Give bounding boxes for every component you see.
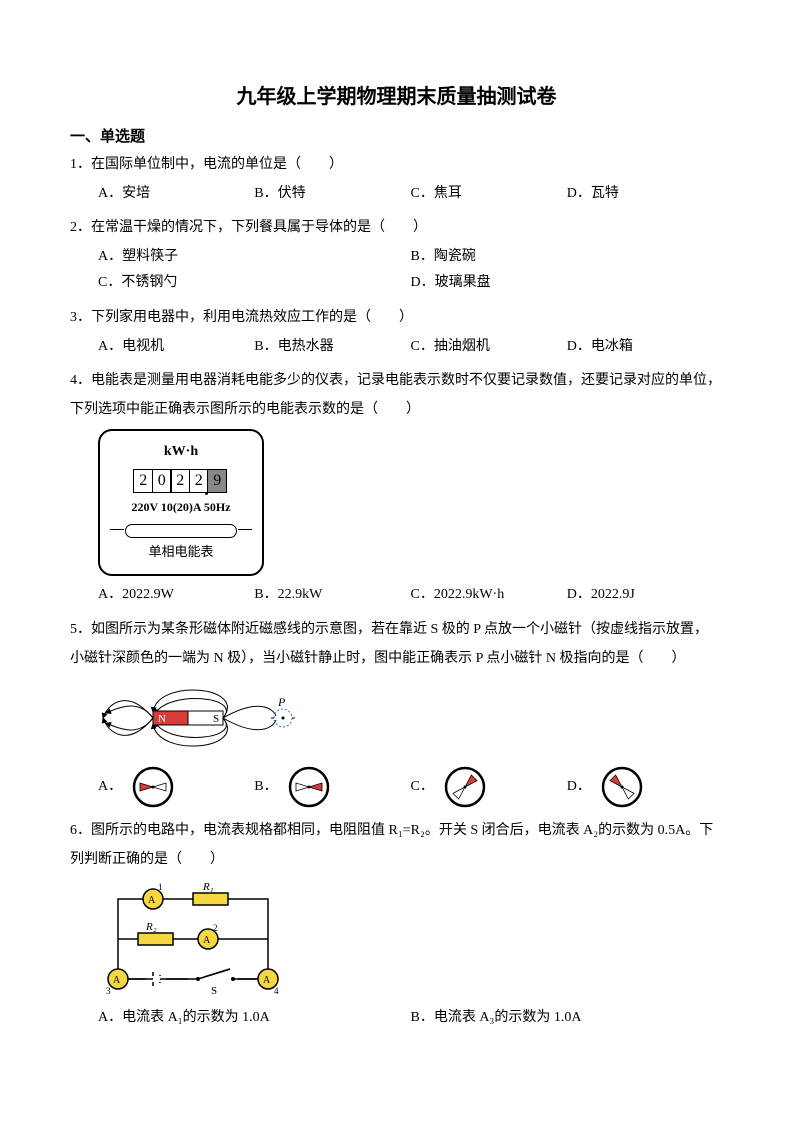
q5-opt-b: B．: [254, 764, 410, 810]
q6-options: A．电流表 A₁的示数为 1.0A B．电流表 A₃的示数为 1.0A: [70, 1005, 723, 1032]
q3-stem: 3．下列家用电器中，利用电流热效应工作的是（ ）: [70, 305, 723, 332]
section-heading: 一、单选题: [70, 125, 723, 146]
question-6: 6．图所示的电路中，电流表规格都相同，电阻阻值 R₁=R₂。开关 S 闭合后，电…: [70, 818, 723, 1032]
question-2: 2．在常温干燥的情况下，下列餐具属于导体的是（ ） A．塑料筷子 B．陶瓷碗 C…: [70, 215, 723, 297]
q6-opt-a: A．电流表 A₁的示数为 1.0A: [98, 1005, 411, 1032]
svg-text:A: A: [203, 935, 211, 946]
svg-text:A: A: [113, 975, 121, 986]
svg-text:2: 2: [213, 923, 218, 933]
meter-unit: kW·h: [106, 439, 256, 466]
q5-opt-d: D．: [567, 764, 723, 810]
meter-digit-2: 0: [152, 469, 172, 493]
svg-text:S: S: [213, 713, 219, 725]
q2-options: A．塑料筷子 B．陶瓷碗 C．不锈钢勺 D．玻璃果盘: [70, 244, 723, 297]
q4-stem-2: 下列选项中能正确表示图所示的电能表示数的是（ ）: [70, 397, 723, 424]
compass-icon-d: [599, 764, 645, 810]
q1-options: A．安培 B．伏特 C．焦耳 D．瓦特: [70, 181, 723, 208]
compass-icon-b: [286, 764, 332, 810]
q1-stem: 1．在国际单位制中，电流的单位是（ ）: [70, 152, 723, 179]
q2-stem: 2．在常温干燥的情况下，下列餐具属于导体的是（ ）: [70, 215, 723, 242]
q3-options: A．电视机 B．电热水器 C．抽油烟机 D．电冰箱: [70, 334, 723, 361]
meter-label: 单相电能表: [106, 540, 256, 565]
svg-text:S: S: [211, 985, 217, 997]
meter-digits: 2 0 2 2 9: [106, 469, 256, 493]
q5-opt-c: C．: [411, 764, 567, 810]
q2-opt-d: D．玻璃果盘: [411, 270, 724, 297]
svg-text:N: N: [158, 713, 166, 725]
bar-magnet-figure: N S P: [98, 678, 723, 758]
q6-stem-2: 列判断正确的是（ ）: [70, 847, 723, 874]
meter-digit-1: 2: [133, 469, 153, 493]
q6-stem-1: 6．图所示的电路中，电流表规格都相同，电阻阻值 R₁=R₂。开关 S 闭合后，电…: [70, 818, 723, 845]
q4-opt-c: C．2022.9kW·h: [411, 582, 567, 609]
q1-opt-d: D．瓦特: [567, 181, 723, 208]
question-3: 3．下列家用电器中，利用电流热效应工作的是（ ） A．电视机 B．电热水器 C．…: [70, 305, 723, 360]
svg-text:3: 3: [106, 986, 111, 996]
question-1: 1．在国际单位制中，电流的单位是（ ） A．安培 B．伏特 C．焦耳 D．瓦特: [70, 152, 723, 207]
svg-text:R₂: R₂: [145, 921, 157, 933]
q3-opt-c: C．抽油烟机: [411, 334, 567, 361]
compass-icon-a: [130, 764, 176, 810]
q6-opt-b: B．电流表 A₃的示数为 1.0A: [411, 1005, 724, 1032]
q3-opt-b: B．电热水器: [254, 334, 410, 361]
q5-stem-1: 5．如图所示为某条形磁体附近磁感线的示意图，若在靠近 S 极的 P 点放一个小磁…: [70, 617, 723, 644]
circuit-figure: A R₁ R₂ A A A: [98, 879, 723, 999]
q3-opt-d: D．电冰箱: [567, 334, 723, 361]
q1-opt-c: C．焦耳: [411, 181, 567, 208]
meter-digit-3: 2: [170, 469, 190, 493]
q2-opt-a: A．塑料筷子: [98, 244, 411, 271]
meter-digit-4: 2: [189, 469, 209, 493]
svg-text:A: A: [148, 895, 156, 906]
svg-text:R₁: R₁: [202, 881, 214, 893]
meter-spec: 220V 10(20)A 50Hz: [106, 496, 256, 519]
q5-opt-a: A．: [98, 764, 254, 810]
meter-dial-icon: [125, 524, 237, 538]
svg-text:P: P: [277, 695, 286, 709]
question-4: 4．电能表是测量用电器消耗电能多少的仪表，记录电能表示数时不仅要记录数值，还要记…: [70, 368, 723, 609]
page-title: 九年级上学期物理期末质量抽测试卷: [70, 80, 723, 109]
svg-text:1: 1: [158, 882, 163, 892]
q3-opt-a: A．电视机: [98, 334, 254, 361]
q1-opt-a: A．安培: [98, 181, 254, 208]
meter-digit-5: 9: [207, 469, 227, 493]
q5-options: A． B．: [70, 764, 723, 810]
svg-text:A: A: [263, 975, 271, 986]
q4-options: A．2022.9W B．22.9kW C．2022.9kW·h D．2022.9…: [70, 582, 723, 609]
svg-text:4: 4: [274, 986, 279, 996]
q5-stem-2: 小磁针深颜色的一端为 N 极），当小磁针静止时，图中能正确表示 P 点小磁针 N…: [70, 646, 723, 673]
q1-opt-b: B．伏特: [254, 181, 410, 208]
energy-meter-figure: kW·h 2 0 2 2 9 220V 10(20)A 50Hz 单相电能表: [98, 429, 264, 576]
q4-opt-b: B．22.9kW: [254, 582, 410, 609]
question-5: 5．如图所示为某条形磁体附近磁感线的示意图，若在靠近 S 极的 P 点放一个小磁…: [70, 617, 723, 810]
q2-opt-b: B．陶瓷碗: [411, 244, 724, 271]
q4-opt-a: A．2022.9W: [98, 582, 254, 609]
q4-stem-1: 4．电能表是测量用电器消耗电能多少的仪表，记录电能表示数时不仅要记录数值，还要记…: [70, 368, 723, 395]
q4-opt-d: D．2022.9J: [567, 582, 723, 609]
compass-icon-c: [442, 764, 488, 810]
q2-opt-c: C．不锈钢勺: [98, 270, 411, 297]
